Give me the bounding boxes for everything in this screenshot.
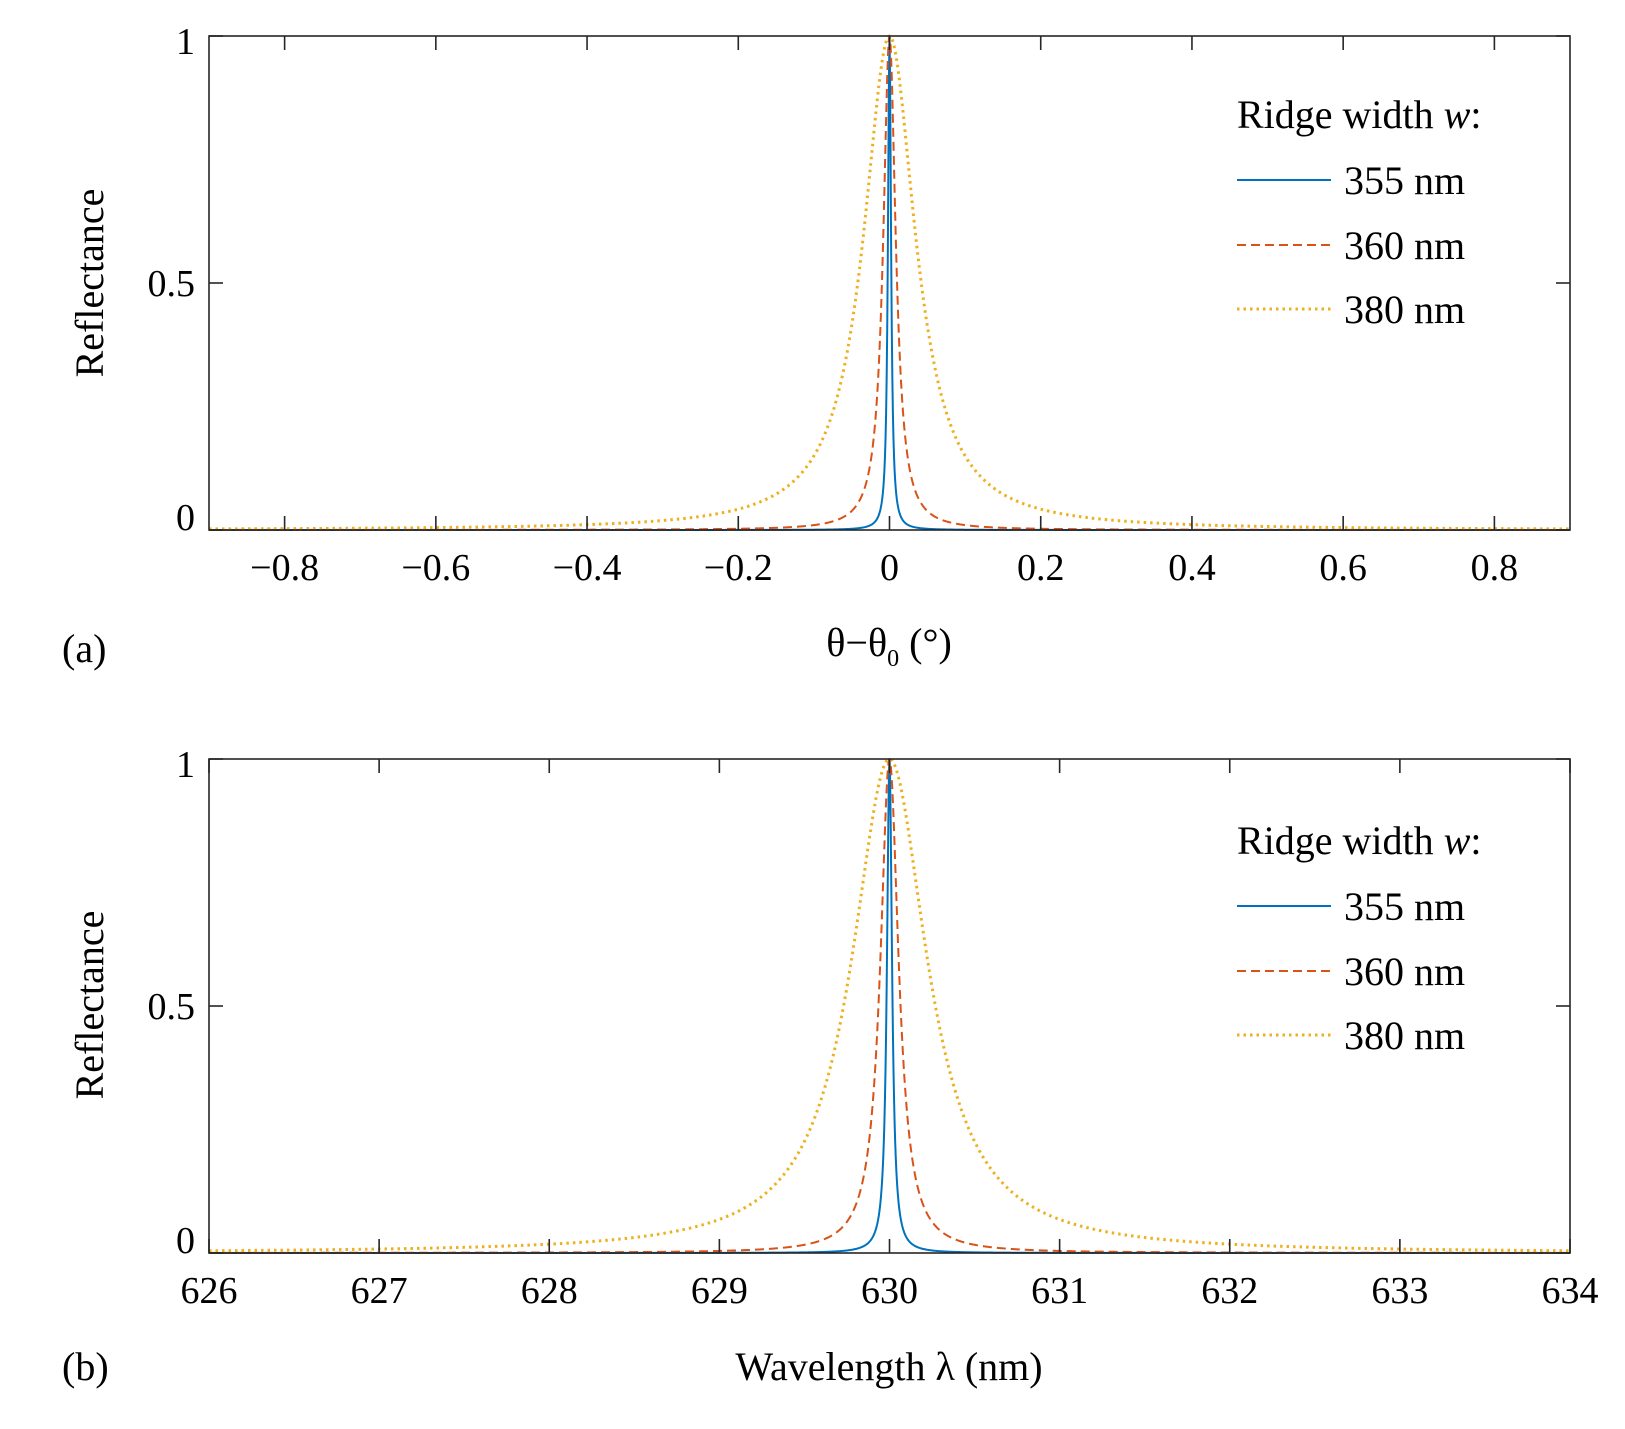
panel-b-ticks-layer: 626 627 628 629 630 631 632 633 634 0 0.5 1 — [148, 744, 1599, 1312]
panel-b-legend-label-355: 355 nm — [1344, 884, 1465, 929]
panel-b-xtick-label: 631 — [1031, 1270, 1088, 1312]
panel-a-ticks-layer: −0.8 −0.6 −0.4 −0.2 0 0.2 0.4 0.6 0.8 0 0.5 1 — [148, 21, 1570, 589]
panel-a-legend-label-380: 380 nm — [1344, 287, 1465, 332]
panel-b-legend-title-suffix: : — [1470, 818, 1481, 863]
panel-a-ylabel: Reflectance — [67, 189, 112, 378]
panel-a-legend-title: Ridge width w: — [1237, 92, 1481, 137]
panel-b-xtick-label: 634 — [1542, 1270, 1599, 1312]
panel-a-xtick-label: −0.8 — [250, 547, 319, 589]
panel-b-legend-title-text: Ridge width — [1237, 818, 1434, 863]
panel-b-xlabel: Wavelength λ (nm) — [735, 1344, 1042, 1389]
panel-a-label: (a) — [62, 626, 106, 671]
panel-b-label: (b) — [62, 1344, 109, 1389]
panel-b-xtick-label: 632 — [1201, 1270, 1258, 1312]
panel-a-xlabel-subscript: 0 — [887, 646, 899, 672]
panel-a-xlabel-main: θ−θ — [826, 620, 887, 665]
panel-a-legend-label-355: 355 nm — [1344, 158, 1465, 203]
panel-a-xtick-label: 0.4 — [1168, 547, 1216, 589]
panel-b-xtick-label: 626 — [181, 1270, 238, 1312]
panel-a-ytick-label: 1 — [176, 21, 195, 63]
panel-b-ytick-label: 0.5 — [148, 986, 196, 1028]
panel-a-xtick-label: 0.2 — [1017, 547, 1065, 589]
panel-a-xtick-label: −0.6 — [401, 547, 470, 589]
panel-b-ytick-label: 0 — [176, 1220, 195, 1262]
panel-a: −0.8 −0.6 −0.4 −0.2 0 0.2 0.4 0.6 0.8 0 0.5 1 Refle… — [62, 21, 1571, 672]
panel-a-xtick-label: −0.2 — [704, 547, 773, 589]
panel-b-legend-label-360: 360 nm — [1344, 949, 1465, 994]
panel-a-ytick-label: 0 — [176, 497, 195, 539]
panel-b-xtick-label: 628 — [521, 1270, 578, 1312]
panel-b-legend-title-var: w — [1444, 818, 1471, 863]
panel-a-xtick-label: 0.6 — [1319, 547, 1367, 589]
panel-b-legend-label-380: 380 nm — [1344, 1013, 1465, 1058]
panel-a-xlabel: θ−θ0 (°) — [826, 620, 952, 672]
panel-a-legend: Ridge width w: 355 nm 360 nm 380 nm — [1237, 92, 1481, 332]
panel-b: 626 627 628 629 630 631 632 633 634 0 0.5 1 Reflect… — [62, 744, 1599, 1389]
panel-b-legend-title: Ridge width w: — [1237, 818, 1481, 863]
panel-a-legend-title-suffix: : — [1470, 92, 1481, 137]
panel-b-xtick-label: 627 — [351, 1270, 408, 1312]
panel-a-xtick-label: 0 — [880, 547, 899, 589]
panel-a-xtick-label: 0.8 — [1471, 547, 1519, 589]
panel-a-legend-label-360: 360 nm — [1344, 223, 1465, 268]
panel-b-legend: Ridge width w: 355 nm 360 nm 380 nm — [1237, 818, 1481, 1058]
panel-b-xtick-label: 633 — [1371, 1270, 1428, 1312]
panel-a-legend-title-var: w — [1444, 92, 1471, 137]
panel-b-xtick-label: 629 — [691, 1270, 748, 1312]
panel-a-xlabel-suffix: (°) — [899, 620, 952, 665]
panel-a-xtick-label: −0.4 — [553, 547, 622, 589]
panel-b-ylabel: Reflectance — [67, 911, 112, 1100]
panel-a-ytick-label: 0.5 — [148, 263, 196, 305]
panel-b-xtick-label: 630 — [861, 1270, 918, 1312]
panel-a-legend-title-text: Ridge width — [1237, 92, 1434, 137]
panel-b-ytick-label: 1 — [176, 744, 195, 786]
